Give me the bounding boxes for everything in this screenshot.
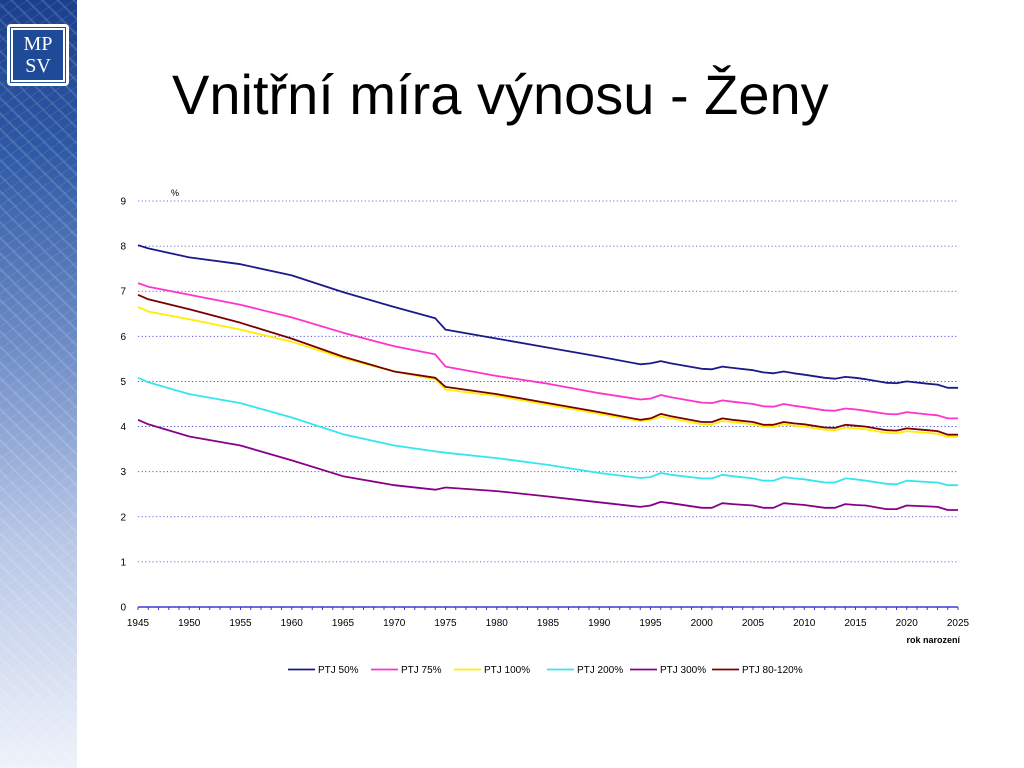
x-tick-label-1990: 1990	[588, 618, 611, 629]
y-tick-label-1: 1	[120, 557, 126, 568]
x-tick-label-2015: 2015	[844, 618, 867, 629]
legend-label-2: PTJ 100%	[484, 665, 530, 676]
series-line-2	[137, 306, 958, 438]
x-tick-label-1945: 1945	[127, 618, 150, 629]
x-tick-label-1965: 1965	[332, 618, 355, 629]
y-tick-label-9: 9	[120, 197, 126, 208]
series-line-5	[137, 293, 958, 436]
series-line-3	[137, 376, 958, 487]
logo-mark: MP SV	[10, 27, 66, 83]
y-tick-label-7: 7	[120, 287, 126, 298]
x-tick-label-1975: 1975	[434, 618, 457, 629]
x-tick-label-2005: 2005	[742, 618, 765, 629]
legend-label-0: PTJ 50%	[318, 665, 359, 676]
x-tick-label-2000: 2000	[691, 618, 714, 629]
series-line-1	[137, 282, 958, 420]
x-tick-label-1955: 1955	[229, 618, 252, 629]
series-line-4	[137, 418, 958, 511]
legend-label-1: PTJ 75%	[401, 665, 442, 676]
y-tick-label-6: 6	[120, 332, 126, 343]
y-axis-label: %	[171, 188, 179, 198]
x-tick-label-1980: 1980	[486, 618, 509, 629]
x-tick-label-1970: 1970	[383, 618, 406, 629]
legend-label-5: PTJ 80-120%	[742, 665, 803, 676]
slide-title: Vnitřní míra výnosu - Ženy	[172, 63, 829, 126]
x-axis-label: rok narození	[906, 635, 960, 645]
y-tick-label-8: 8	[120, 242, 126, 253]
y-tick-label-4: 4	[120, 422, 126, 433]
sidebar-banner: MP SV	[0, 0, 77, 768]
x-tick-label-1960: 1960	[281, 618, 304, 629]
logo-line-2: SV	[25, 55, 51, 77]
series-line-0	[137, 244, 958, 389]
x-tick-label-1995: 1995	[639, 618, 662, 629]
x-tick-label-2025: 2025	[947, 618, 970, 629]
mpsv-logo: MP SV	[7, 24, 69, 86]
x-tick-label-1985: 1985	[537, 618, 560, 629]
y-tick-label-3: 3	[120, 467, 126, 478]
logo-line-1: MP	[23, 33, 53, 55]
x-tick-label-1950: 1950	[178, 618, 201, 629]
legend-label-3: PTJ 200%	[577, 665, 623, 676]
y-tick-label-5: 5	[120, 377, 126, 388]
line-chart: 0 1 2 3 4 5 6 7 8 9% 1945 1950 1955 1960 1965 1970 1975 1…	[120, 188, 970, 676]
legend-label-4: PTJ 300%	[660, 665, 706, 676]
x-tick-label-2010: 2010	[793, 618, 816, 629]
y-tick-label-2: 2	[120, 512, 126, 523]
x-tick-label-2020: 2020	[896, 618, 919, 629]
y-tick-label-0: 0	[120, 603, 126, 614]
sidebar-texture	[0, 0, 77, 768]
